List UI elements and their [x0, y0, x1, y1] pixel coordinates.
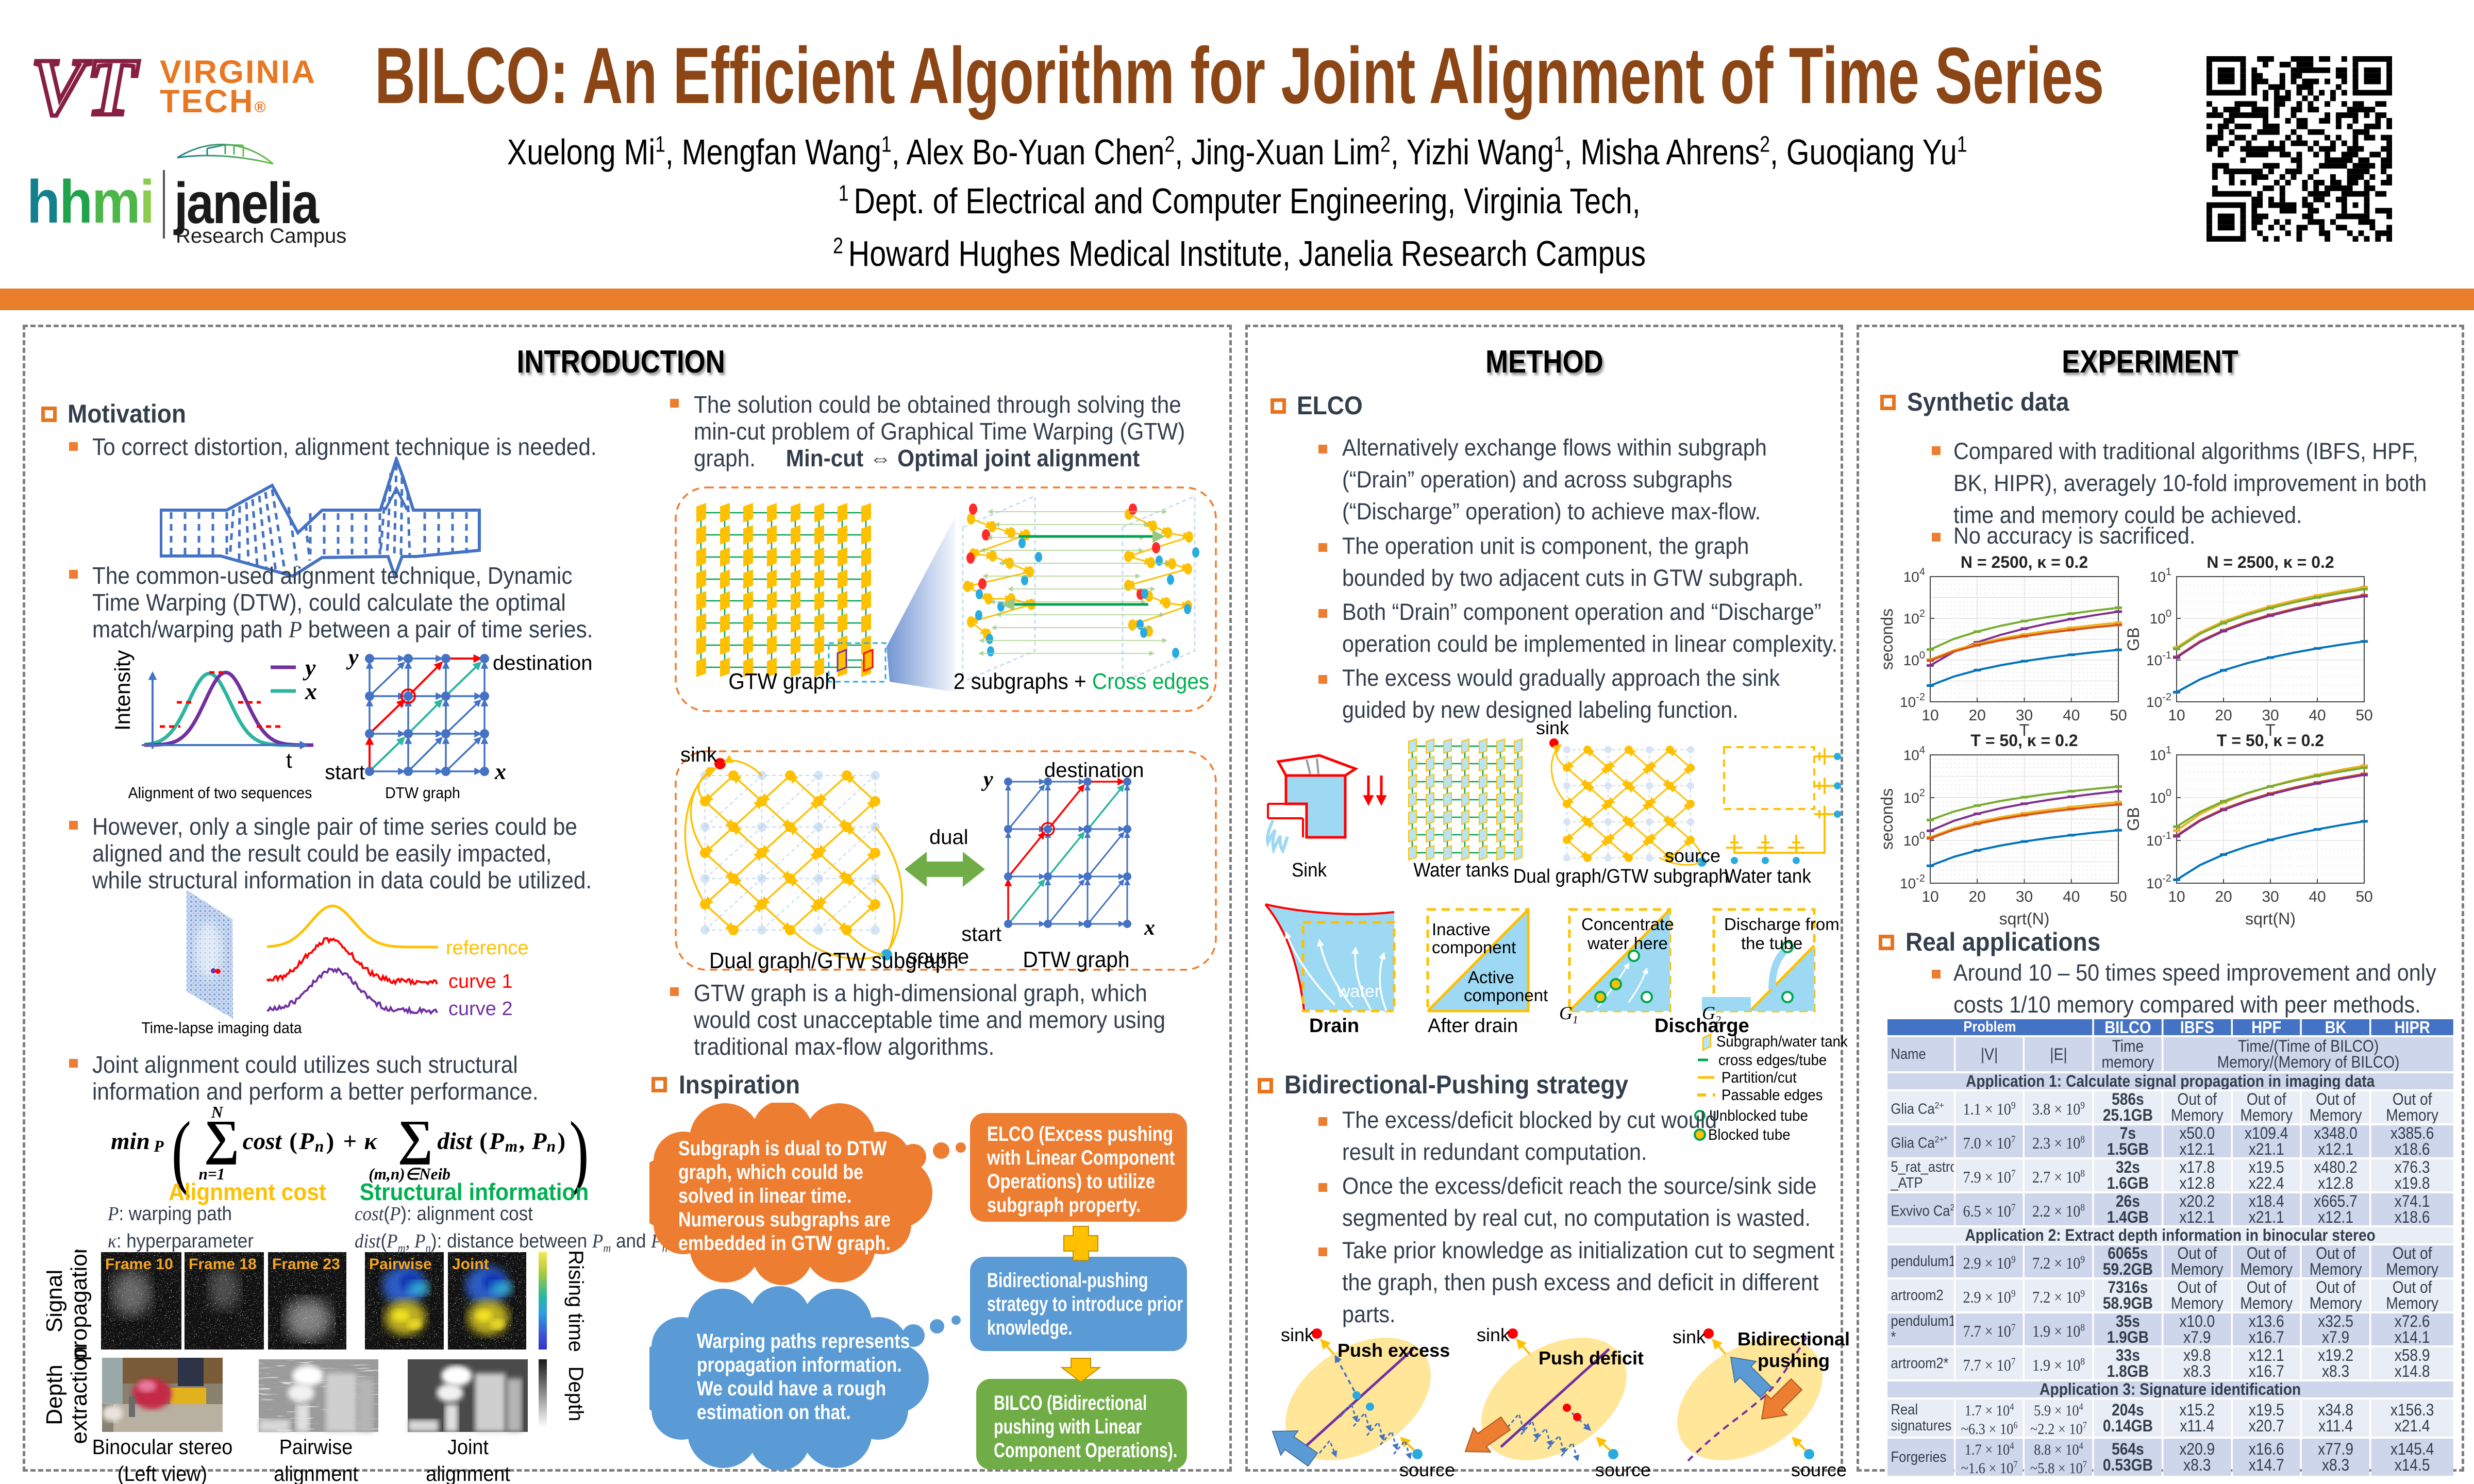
svg-text:Joint: Joint	[452, 1256, 489, 1273]
svg-text:20: 20	[1969, 707, 1986, 724]
svg-text:Discharge from: Discharge from	[1724, 915, 1840, 934]
svg-text:seconds: seconds	[1878, 788, 1896, 850]
svg-text:50: 50	[2355, 707, 2372, 724]
svg-text:water: water	[1337, 982, 1380, 1001]
svg-text:10-1: 10-1	[2146, 650, 2171, 668]
svg-text:100: 100	[2150, 608, 2171, 627]
svg-text:Depth: Depth	[564, 1367, 587, 1422]
svg-text:T: T	[2019, 721, 2030, 739]
svg-text:T: T	[87, 55, 139, 119]
svg-text:x: x	[305, 678, 317, 704]
svg-text:40: 40	[2309, 707, 2326, 724]
svg-text:104: 104	[1903, 745, 1925, 763]
svg-text:t: t	[286, 748, 292, 772]
svg-text:Concentrate: Concentrate	[1581, 915, 1674, 934]
svg-text:Signal: Signal	[46, 1270, 67, 1333]
svg-text:extraction: extraction	[66, 1346, 92, 1444]
svg-text:start: start	[325, 761, 365, 784]
svg-text:N = 2500, κ = 0.2: N = 2500, κ = 0.2	[2206, 553, 2334, 571]
svg-text:propagation: propagation	[66, 1250, 92, 1361]
svg-text:100: 100	[2150, 787, 2171, 806]
svg-text:GB: GB	[2124, 627, 2143, 651]
svg-text:30: 30	[2016, 707, 2033, 724]
svg-text:Pairwise: Pairwise	[369, 1256, 432, 1273]
svg-text:104: 104	[1903, 566, 1925, 585]
svg-text:102: 102	[1903, 608, 1925, 627]
svg-text:40: 40	[2063, 888, 2080, 905]
svg-text:component: component	[1432, 938, 1516, 957]
svg-text:10: 10	[2168, 707, 2185, 724]
svg-text:101: 101	[2150, 745, 2171, 763]
svg-text:20: 20	[1969, 888, 1986, 905]
svg-text:curve 2: curve 2	[448, 998, 513, 1020]
svg-text:seconds: seconds	[1878, 609, 1896, 670]
svg-text:reference: reference	[446, 937, 529, 959]
svg-text:Depth: Depth	[46, 1364, 67, 1425]
svg-text:y: y	[346, 645, 359, 670]
svg-text:Rising time: Rising time	[564, 1250, 587, 1352]
svg-text:y: y	[303, 654, 316, 681]
svg-text:40: 40	[2309, 888, 2326, 905]
svg-text:10: 10	[2168, 888, 2185, 905]
svg-text:20: 20	[2215, 707, 2232, 724]
svg-text:Active: Active	[1468, 968, 1514, 987]
svg-text:curve 1: curve 1	[448, 971, 513, 992]
svg-text:30: 30	[2262, 888, 2279, 905]
svg-text:Intensity: Intensity	[110, 650, 135, 731]
svg-text:10: 10	[1921, 888, 1938, 905]
svg-text:the tube: the tube	[1741, 934, 1802, 953]
svg-text:50: 50	[2355, 888, 2372, 905]
svg-text:sqrt(N): sqrt(N)	[1999, 909, 2050, 928]
svg-text:N = 2500, κ = 0.2: N = 2500, κ = 0.2	[1961, 553, 2088, 571]
svg-text:30: 30	[2016, 888, 2033, 905]
svg-text:destination: destination	[493, 652, 592, 674]
svg-text:50: 50	[2110, 707, 2127, 724]
svg-text:Inactive: Inactive	[1432, 920, 1491, 939]
svg-text:10: 10	[1921, 707, 1938, 724]
svg-text:x: x	[494, 759, 506, 784]
svg-text:102: 102	[1903, 787, 1925, 806]
svg-text:water here: water here	[1587, 934, 1668, 953]
svg-text:Frame 18: Frame 18	[189, 1256, 257, 1273]
svg-text:V: V	[31, 55, 91, 119]
svg-text:50: 50	[2110, 888, 2127, 905]
svg-text:100: 100	[1903, 830, 1925, 849]
svg-text:T: T	[2265, 721, 2276, 739]
svg-text:GB: GB	[2124, 807, 2143, 831]
svg-text:T = 50, κ = 0.2: T = 50, κ = 0.2	[2217, 732, 2324, 750]
svg-text:101: 101	[2150, 566, 2171, 585]
svg-text:30: 30	[2262, 707, 2279, 724]
svg-text:20: 20	[2215, 888, 2232, 905]
svg-text:10-1: 10-1	[2146, 830, 2171, 849]
svg-text:Frame 10: Frame 10	[105, 1256, 173, 1273]
svg-text:T = 50, κ = 0.2: T = 50, κ = 0.2	[1970, 732, 2078, 750]
svg-text:component: component	[1464, 986, 1548, 1005]
svg-text:40: 40	[2063, 707, 2080, 724]
svg-text:100: 100	[1903, 650, 1925, 668]
svg-text:Frame 23: Frame 23	[272, 1256, 340, 1273]
svg-text:sqrt(N): sqrt(N)	[2245, 909, 2296, 928]
